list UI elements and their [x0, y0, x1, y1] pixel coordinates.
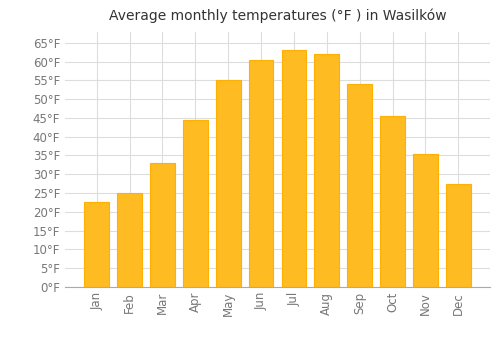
Bar: [413, 154, 438, 287]
Title: Average monthly temperatures (°F ) in Wasilków: Average monthly temperatures (°F ) in Wa…: [108, 9, 446, 23]
Bar: [314, 54, 339, 287]
Bar: [446, 184, 470, 287]
Bar: [150, 163, 174, 287]
Bar: [380, 116, 405, 287]
Bar: [216, 80, 240, 287]
Bar: [183, 120, 208, 287]
Bar: [348, 84, 372, 287]
Bar: [248, 60, 274, 287]
Bar: [84, 202, 109, 287]
Bar: [117, 193, 142, 287]
Bar: [282, 50, 306, 287]
